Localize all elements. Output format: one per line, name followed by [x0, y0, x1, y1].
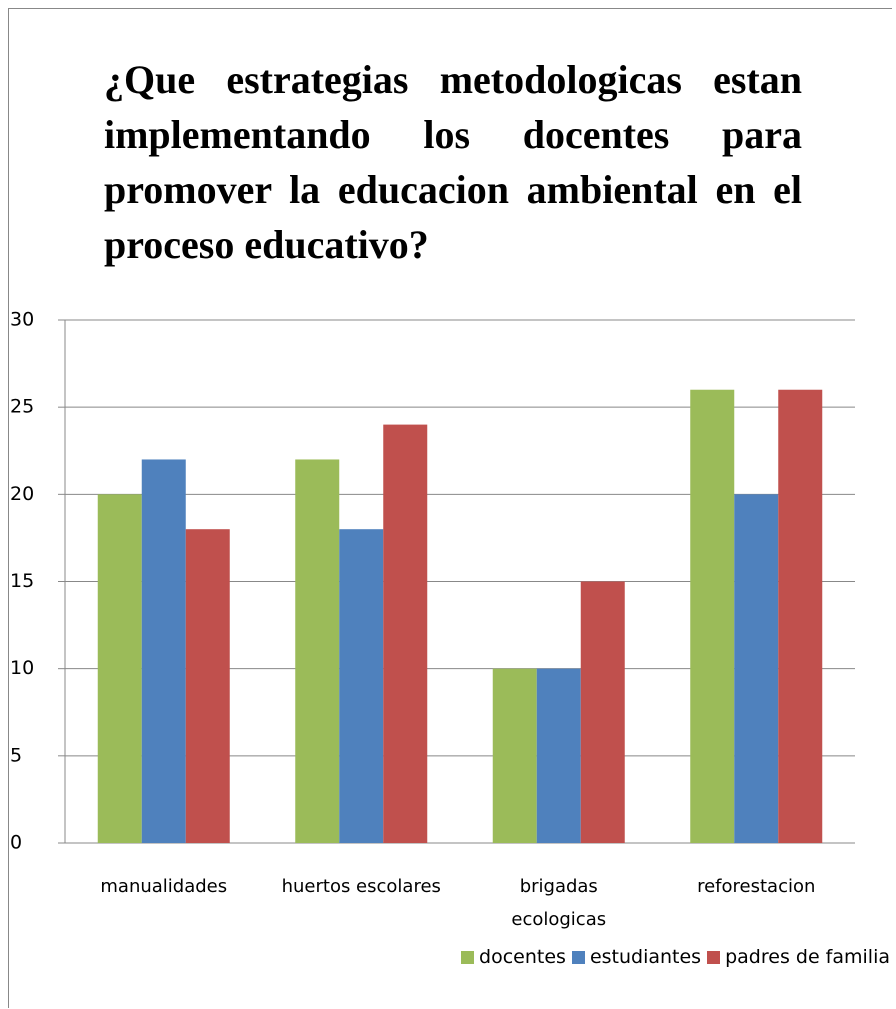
legend: docentes estudiantes padres de familia: [455, 946, 890, 968]
legend-swatch: [707, 950, 721, 964]
chart-title: ¿Que estrategias metodologicas estan imp…: [104, 57, 802, 267]
bar: [295, 459, 340, 843]
bar: [97, 494, 142, 843]
bar: [778, 389, 823, 843]
bar: [141, 459, 186, 843]
legend-item: estudiantes: [571, 946, 702, 968]
x-tick-label: manualidades: [100, 876, 228, 897]
x-tick-label: reforestacion: [697, 876, 816, 897]
frame: [8, 8, 892, 1008]
y-tick-label: 0: [10, 832, 22, 854]
legend-label: padres de familia: [725, 946, 890, 968]
legend-label: docentes: [479, 946, 566, 968]
y-tick-label: 20: [10, 483, 34, 505]
bar: [383, 424, 428, 843]
y-tick-label: 10: [10, 657, 34, 679]
y-tick-label: 5: [10, 744, 22, 766]
bar: [734, 494, 779, 843]
bar: [690, 389, 735, 843]
x-tick-label: brigadas ecologicas: [511, 876, 607, 930]
y-tick-label: 25: [10, 396, 34, 418]
legend-label: estudiantes: [589, 946, 702, 968]
bar: [536, 668, 581, 843]
bar: [185, 529, 230, 843]
bar: [339, 529, 384, 843]
bar: [580, 581, 625, 843]
x-tick-label: huertos escolares: [281, 876, 441, 897]
legend-item: padres de familia: [707, 946, 890, 968]
y-tick-label: 15: [10, 570, 34, 592]
y-tick-label: 30: [10, 309, 34, 331]
legend-swatch: [461, 950, 475, 964]
legend-item: docentes: [461, 946, 566, 968]
bar: [492, 668, 537, 843]
legend-swatch: [571, 950, 585, 964]
